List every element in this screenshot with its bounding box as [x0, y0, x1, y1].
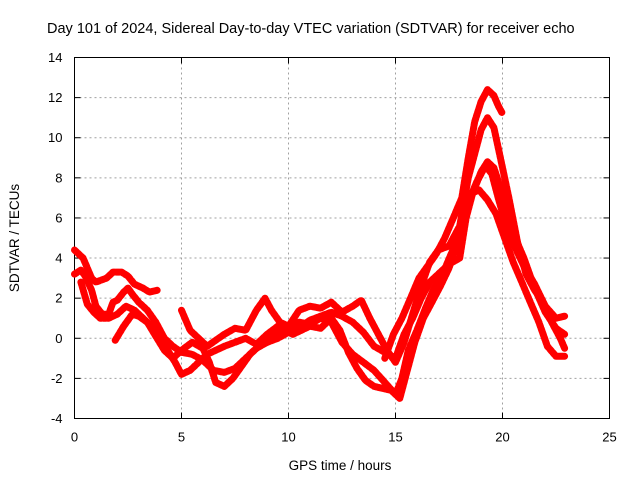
plot-frame [74, 57, 610, 419]
y-tick-label: -4 [51, 411, 63, 426]
y-axis-label: SDTVAR / TECUs [7, 184, 22, 293]
x-tick-label: 25 [602, 430, 616, 445]
y-tick-label: -2 [51, 371, 63, 386]
axis-ticks: 0 5 10 15 20 25 -4 -2 0 2 4 6 8 10 12 14 [48, 50, 617, 445]
x-tick-label: 5 [178, 430, 185, 445]
data-series [71, 86, 569, 402]
y-tick-label: 0 [55, 331, 62, 346]
series-band-trace-2 [71, 158, 569, 376]
x-tick-label: 10 [281, 430, 295, 445]
x-tick-label: 0 [71, 430, 78, 445]
x-tick-label: 20 [495, 430, 509, 445]
x-axis-label: GPS time / hours [289, 458, 392, 473]
y-tick-label: 8 [55, 170, 62, 185]
y-tick-label: 2 [55, 291, 62, 306]
series-band-trace-3 [77, 162, 569, 398]
grid [74, 57, 610, 419]
chart-title: Day 101 of 2024, Sidereal Day-to-day VTE… [47, 21, 575, 37]
y-tick-label: 6 [55, 210, 62, 225]
y-tick-label: 14 [48, 50, 62, 65]
y-tick-label: 10 [48, 130, 62, 145]
series-line-trace-3 [79, 164, 567, 397]
series-line-trace-4 [113, 188, 567, 401]
series-line-trace-6 [383, 87, 505, 361]
x-tick-label: 15 [388, 430, 402, 445]
y-tick-label: 12 [48, 90, 62, 105]
y-tick-label: 4 [55, 251, 62, 266]
series-line-trace-1 [72, 248, 160, 294]
series-line-trace-2 [72, 160, 567, 375]
